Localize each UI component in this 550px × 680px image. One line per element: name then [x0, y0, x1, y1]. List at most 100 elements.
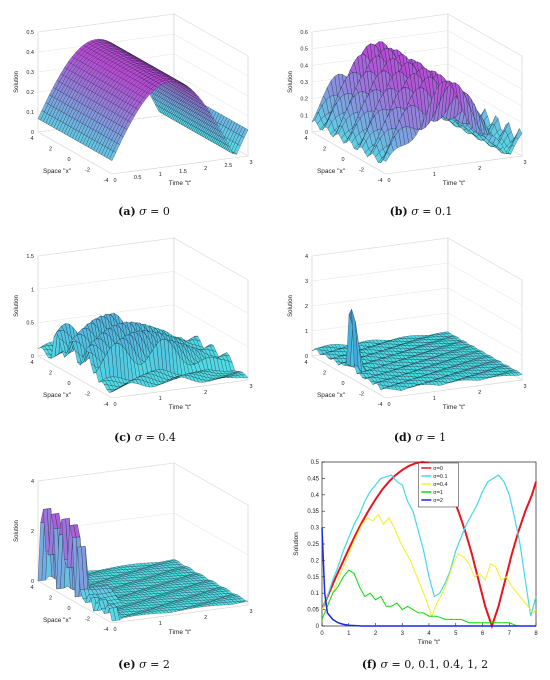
x-axis-label: Space "x"	[317, 168, 346, 175]
z-tick-label: 0.5	[300, 47, 308, 53]
t-axis-label: Time "t"	[443, 404, 466, 411]
z-tick-label: 4	[305, 254, 308, 260]
grid-line	[37, 304, 175, 323]
z-tick-label: 2	[305, 304, 308, 310]
z-tick-label: 0.4	[26, 50, 34, 56]
grid-line	[311, 262, 449, 282]
x-tick-label: 4	[30, 360, 33, 366]
z-tick-label: 0.5	[26, 321, 34, 327]
caption-a: (a) σ = 0	[94, 205, 194, 218]
z-tick-label: 0	[305, 354, 308, 360]
z-tick-label: 0.1	[26, 110, 34, 116]
surface-mesh	[37, 313, 249, 393]
z-axis-label: Solution	[288, 295, 294, 317]
caption-b-eq: = 0.1	[422, 205, 453, 218]
caption-b: (b) σ = 0.1	[366, 205, 476, 218]
t-tick-label: 2	[478, 390, 481, 396]
grid-line	[173, 237, 249, 281]
t-axis-label: Time "t"	[443, 180, 466, 187]
surface-cell	[109, 150, 116, 161]
z-tick-label: 2	[31, 529, 34, 535]
grid-line	[173, 304, 249, 347]
grid-line	[447, 30, 523, 73]
surface-cell	[382, 386, 391, 390]
grid-line	[173, 462, 249, 506]
caption-a-eq: = 0	[150, 205, 170, 218]
grid-line	[173, 73, 249, 117]
z-tick-label: 1	[31, 287, 34, 293]
t-tick-label: 0	[387, 178, 390, 184]
t-tick-label: 1	[159, 396, 162, 402]
surface-mesh	[311, 308, 523, 391]
panel-a: 0 0.1 0.2 0.3 0.4 0.5 4 2 0 -2 -4 0 0.5 1 1.5 2 2.5 3 Solu…	[4, 4, 274, 204]
x-tick-label: -2	[359, 392, 364, 398]
surface-cell	[383, 151, 390, 162]
grid-line	[447, 312, 523, 356]
caption-a-sigma: σ	[139, 205, 147, 218]
z-tick-label: 0	[31, 579, 34, 585]
grid-line	[37, 13, 175, 33]
grid-line	[447, 262, 523, 306]
t-tick-label: 0	[113, 402, 116, 408]
t-tick-label: 1.5	[179, 169, 187, 175]
z-tick-label: 0	[31, 354, 34, 360]
panel-e: 0 2 4 4 2 0 -2 -4 0 1 2 3 Solution Space "x" Time "t"	[4, 453, 274, 653]
grid-line	[447, 13, 523, 57]
panel-b: 0 0.1 0.2 0.3 0.4 0.5 0.6 4 2 0 -2 -4 0 1 2 3 Solution Sp…	[278, 4, 548, 204]
x-tick-label: -4	[104, 402, 109, 408]
grid-line	[173, 53, 249, 97]
x-tick-label: -4	[378, 402, 383, 408]
grid-line	[311, 287, 449, 307]
t-tick-label: 3	[523, 160, 526, 166]
x-axis-label: Space "x"	[43, 168, 72, 175]
t-tick-label: 1	[159, 172, 162, 178]
x-tick-label: -4	[378, 178, 383, 184]
x-tick-label: 4	[30, 136, 33, 142]
t-tick-label: 2.5	[225, 163, 233, 169]
grid-line	[311, 13, 449, 33]
z-tick-label: 4	[31, 479, 34, 485]
x-tick-label: 2	[49, 371, 52, 377]
caption-c-eq: = 0.4	[145, 431, 176, 444]
x-axis-label: Space "x"	[43, 392, 72, 399]
t-tick-label: 2	[204, 166, 207, 172]
grid-line	[173, 13, 249, 57]
t-tick-label: 3	[249, 160, 252, 166]
z-tick-label: 0.5	[26, 30, 34, 36]
caption-d-label: (d)	[393, 431, 412, 444]
z-tick-label: 0.6	[300, 30, 308, 36]
x-tick-label: 0	[341, 157, 344, 163]
t-tick-label: 2	[204, 390, 207, 396]
surface-cell	[109, 389, 116, 393]
t-tick-label: 2	[478, 166, 481, 172]
x-tick-label: -2	[85, 168, 90, 174]
x-tick-label: -2	[85, 392, 90, 398]
grid-line	[173, 512, 249, 556]
t-axis-label: Time "t"	[169, 180, 192, 187]
z-tick-label: 0.4	[300, 63, 308, 69]
grid-line	[447, 63, 523, 107]
caption-b-sigma: σ	[411, 205, 419, 218]
z-tick-label: 1.5	[26, 254, 34, 260]
caption-c: (c) σ = 0.4	[90, 431, 200, 444]
z-axis-label: Solution	[288, 71, 294, 93]
caption-a-label: (a)	[118, 205, 136, 218]
z-tick-label: 0.2	[26, 90, 34, 96]
grid-line	[311, 237, 449, 257]
surface-mesh	[37, 508, 249, 622]
z-tick-label: 0.1	[300, 113, 308, 119]
z-tick-label: 1	[305, 329, 308, 335]
x-axis-label: Space "x"	[317, 392, 346, 399]
t-tick-label: 1	[433, 172, 436, 178]
x-tick-label: 0	[67, 381, 70, 387]
z-axis-label: Solution	[14, 71, 20, 93]
x-tick-label: 2	[49, 147, 52, 153]
t-tick-label: 0.5	[134, 175, 142, 181]
t-tick-label: 0	[387, 402, 390, 408]
t-axis-label: Time "t"	[169, 404, 192, 411]
